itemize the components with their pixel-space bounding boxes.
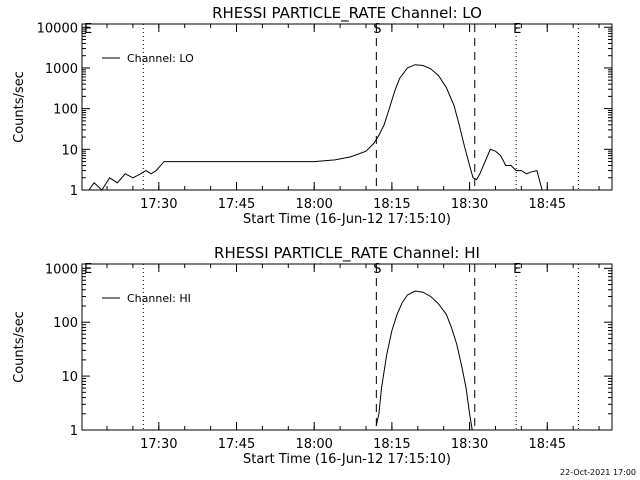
series-line bbox=[88, 64, 543, 191]
x-tick-label: 17:30 bbox=[140, 437, 177, 452]
legend-label: Channel: LO bbox=[127, 52, 194, 65]
y-tick-label: 10000 bbox=[37, 21, 78, 36]
event-marker-label: S bbox=[373, 262, 381, 277]
event-marker-label: E bbox=[84, 262, 92, 277]
chart-title: RHESSI PARTICLE_RATE Channel: LO bbox=[212, 4, 482, 23]
x-tick-label: 18:00 bbox=[295, 197, 332, 212]
event-marker-label: E bbox=[513, 22, 521, 37]
y-tick-label: 100 bbox=[53, 316, 78, 331]
y-tick-label: 1 bbox=[70, 424, 78, 439]
x-tick-label: 18:00 bbox=[295, 437, 332, 452]
x-tick-label: 17:45 bbox=[218, 197, 255, 212]
event-marker-label: S bbox=[373, 22, 381, 37]
series-line bbox=[375, 290, 473, 431]
y-axis-label: Counts/sec bbox=[12, 71, 27, 143]
y-axis-label: Counts/sec bbox=[12, 311, 27, 383]
x-tick-label: 18:15 bbox=[373, 197, 410, 212]
panel-hi: RHESSI PARTICLE_RATE Channel: HI 17:30 17:… bbox=[12, 244, 613, 467]
y-tick-label: 100 bbox=[53, 103, 78, 118]
x-tick-label: 18:30 bbox=[451, 437, 488, 452]
y-tick-label: 10 bbox=[61, 370, 78, 385]
x-tick-label: 17:45 bbox=[218, 437, 255, 452]
x-axis-label: Start Time (16-Jun-12 17:15:10) bbox=[243, 212, 451, 227]
chart-title: RHESSI PARTICLE_RATE Channel: HI bbox=[214, 244, 480, 263]
y-tick-label: 1000 bbox=[45, 262, 78, 277]
plot-frame bbox=[81, 263, 613, 431]
y-tick-label: 1 bbox=[70, 184, 78, 199]
y-tick-label: 10 bbox=[61, 143, 78, 158]
panel-lo: RHESSI PARTICLE_RATE Channel: LO 17:30 17:… bbox=[12, 4, 613, 227]
plot-frame bbox=[81, 23, 613, 191]
x-tick-label: 18:45 bbox=[529, 437, 566, 452]
x-tick-label: 18:30 bbox=[451, 197, 488, 212]
x-tick-label: 18:45 bbox=[529, 197, 566, 212]
plot-timestamp: 22-Oct-2021 17:00 bbox=[560, 468, 636, 477]
legend-label: Channel: HI bbox=[127, 292, 191, 305]
event-marker-label: E bbox=[513, 262, 521, 277]
y-tick-label: 1000 bbox=[45, 62, 78, 77]
x-tick-label: 18:15 bbox=[373, 437, 410, 452]
event-marker-label: E bbox=[84, 22, 92, 37]
x-tick-label: 17:30 bbox=[140, 197, 177, 212]
x-axis-label: Start Time (16-Jun-12 17:15:10) bbox=[243, 452, 451, 467]
